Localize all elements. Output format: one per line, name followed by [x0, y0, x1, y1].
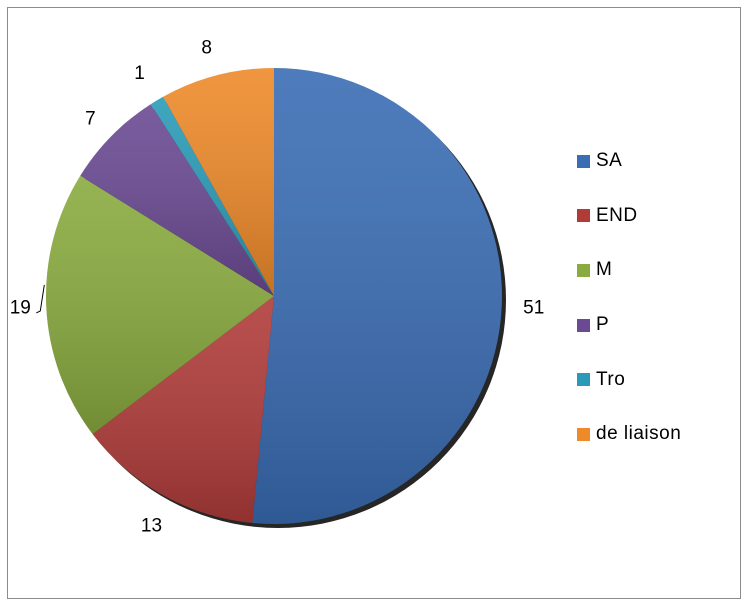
legend-swatch-m [577, 263, 590, 277]
legend-label-p: P [596, 314, 610, 336]
pie-slice-shade-de-liaison [163, 68, 274, 296]
legend-label-end: END [596, 204, 638, 226]
legend-label-tro: Tro [596, 368, 626, 390]
data-label-end: 13 [141, 516, 162, 537]
legend-swatch-de-liaison [577, 427, 590, 441]
pie-slice-shade-p [80, 104, 274, 296]
data-label-tro: 1 [134, 63, 145, 84]
legend: SA END M P Tro de liaison [577, 134, 681, 462]
legend-swatch-tro [577, 373, 590, 387]
leader-line-m [36, 284, 45, 314]
legend-item-m: M [577, 243, 681, 298]
legend-item-end: END [577, 189, 681, 244]
legend-swatch-end [577, 209, 590, 223]
legend-item-tro: Tro [577, 352, 681, 407]
legend-swatch-sa [577, 154, 590, 168]
legend-label-m: M [596, 259, 613, 281]
data-label-p: 7 [85, 109, 96, 130]
legend-swatch-p [577, 318, 590, 332]
data-label-m: 19 [10, 298, 31, 319]
data-label-de-liaison: 8 [201, 38, 212, 59]
legend-item-de-liaison: de liaison [577, 407, 681, 462]
pie-slice-shade-tro [150, 96, 274, 296]
pie-slice-shade-sa [252, 68, 502, 525]
pie-slice-shade-m [45, 175, 275, 435]
data-label-sa: 51 [523, 297, 544, 318]
legend-label-sa: SA [596, 150, 623, 172]
legend-label-de-liaison: de liaison [596, 423, 682, 445]
legend-item-sa: SA [577, 134, 681, 189]
legend-item-p: P [577, 298, 681, 353]
pie-slice-shade-end [92, 296, 274, 523]
